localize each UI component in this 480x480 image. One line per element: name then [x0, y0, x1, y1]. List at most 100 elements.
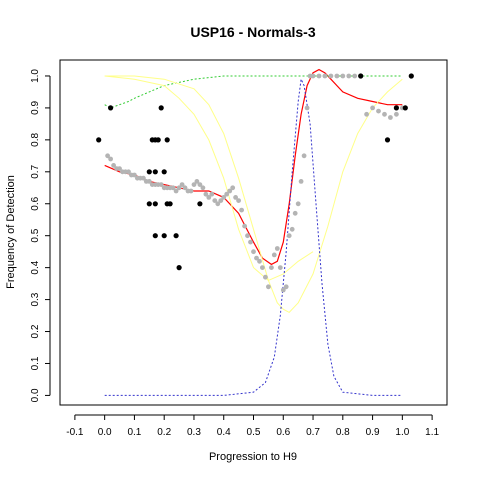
grey-point — [173, 188, 179, 194]
black-point — [152, 201, 158, 207]
black-point — [161, 169, 167, 175]
grey-point — [376, 108, 381, 114]
black-point — [164, 137, 170, 143]
black-point — [197, 201, 203, 207]
x-tick-label: 1.1 — [425, 427, 439, 438]
black-point — [158, 105, 164, 111]
x-tick-label: 0.6 — [276, 427, 290, 438]
grey-point — [158, 182, 164, 188]
points — [96, 73, 414, 293]
grey-point — [370, 105, 375, 111]
grey-point — [141, 175, 146, 181]
grey-point — [194, 179, 200, 184]
grey-point — [388, 115, 393, 120]
grey-point — [266, 284, 271, 290]
grey-point — [215, 201, 221, 207]
grey-point — [248, 239, 253, 245]
x-tick-label: -0.1 — [66, 427, 84, 438]
grey-point — [298, 179, 304, 184]
y-tick-label: 0.3 — [30, 292, 41, 306]
grey-point — [271, 252, 277, 258]
grey-point — [233, 195, 239, 200]
grey-point — [105, 153, 110, 159]
grey-point — [257, 258, 262, 264]
black-point — [146, 201, 152, 207]
black-point — [152, 233, 158, 239]
y-tick-label: 0.1 — [30, 356, 41, 370]
x-tick-label: 0.2 — [157, 427, 171, 438]
y-tick-label: 0.4 — [30, 260, 41, 274]
grey-point — [286, 233, 292, 239]
grey-point — [182, 185, 188, 191]
grey-point — [263, 274, 268, 280]
grey-point — [200, 185, 206, 191]
grey-point — [274, 246, 280, 251]
grey-point — [346, 73, 352, 79]
black-point — [408, 73, 414, 79]
y-tick-label: 0.5 — [30, 228, 41, 242]
grey-point — [277, 265, 283, 270]
grey-point — [316, 73, 322, 79]
blue-curve — [104, 77, 403, 396]
grey-point — [218, 198, 224, 204]
black-point — [155, 137, 161, 143]
black-point — [96, 137, 102, 143]
black-point — [176, 265, 182, 271]
x-tick-label: 1.0 — [395, 427, 409, 438]
grey-point — [269, 265, 274, 270]
grey-point — [197, 182, 203, 188]
black-point — [358, 73, 364, 79]
grey-point — [364, 111, 369, 117]
x-tick-label: 0.4 — [217, 427, 231, 438]
grey-point — [203, 191, 209, 197]
grey-point — [224, 191, 230, 197]
black-point — [161, 233, 167, 239]
grey-point — [301, 153, 307, 159]
grey-point — [221, 195, 227, 200]
x-tick-label: 0.5 — [247, 427, 261, 438]
x-axis: -0.1 0.0 0.1 0.2 0.3 0.4 0.5 0.6 0.7 0.8 0.9 1.0 1.1 — [66, 414, 440, 438]
grey-point — [170, 185, 176, 191]
grey-point — [239, 207, 245, 213]
grey-point — [295, 201, 301, 207]
black-point — [167, 201, 173, 207]
grey-point — [132, 172, 137, 178]
y-tick-label: 0.8 — [30, 132, 41, 146]
y-axis: 0.0 0.1 0.2 0.3 0.4 0.5 0.6 0.7 0.8 0.9 1.0 — [30, 69, 51, 402]
grey-point — [340, 73, 346, 79]
grey-point — [146, 179, 152, 184]
grey-point — [179, 182, 185, 188]
black-point — [384, 137, 391, 143]
grey-point — [283, 284, 289, 290]
black-point — [173, 233, 179, 239]
grey-point — [126, 169, 131, 175]
grey-point — [322, 73, 328, 79]
black-point — [108, 105, 114, 111]
y-tick-label: 0.7 — [30, 164, 41, 178]
grey-point — [117, 166, 122, 172]
grey-point — [254, 255, 259, 261]
y-axis-label: Frequency of Detection — [5, 175, 17, 289]
grey-point — [242, 223, 248, 229]
yellow-curve — [104, 75, 403, 314]
x-tick-label: 0.8 — [336, 427, 350, 438]
grey-point — [394, 111, 399, 117]
black-point — [152, 169, 158, 175]
grey-point — [176, 185, 182, 191]
x-tick-label: 0.7 — [306, 427, 320, 438]
x-tick-label: 0.1 — [127, 427, 141, 438]
grey-point — [289, 226, 295, 232]
grey-point — [245, 233, 250, 239]
grey-point — [352, 73, 358, 79]
grey-point — [236, 198, 242, 204]
grey-point — [111, 163, 116, 168]
black-point — [146, 169, 152, 175]
grey-point — [310, 73, 316, 79]
grey-point — [292, 210, 298, 216]
grey-point — [108, 156, 113, 162]
grey-point — [304, 105, 310, 111]
yellow-curve — [104, 75, 314, 281]
grey-point — [188, 188, 194, 194]
